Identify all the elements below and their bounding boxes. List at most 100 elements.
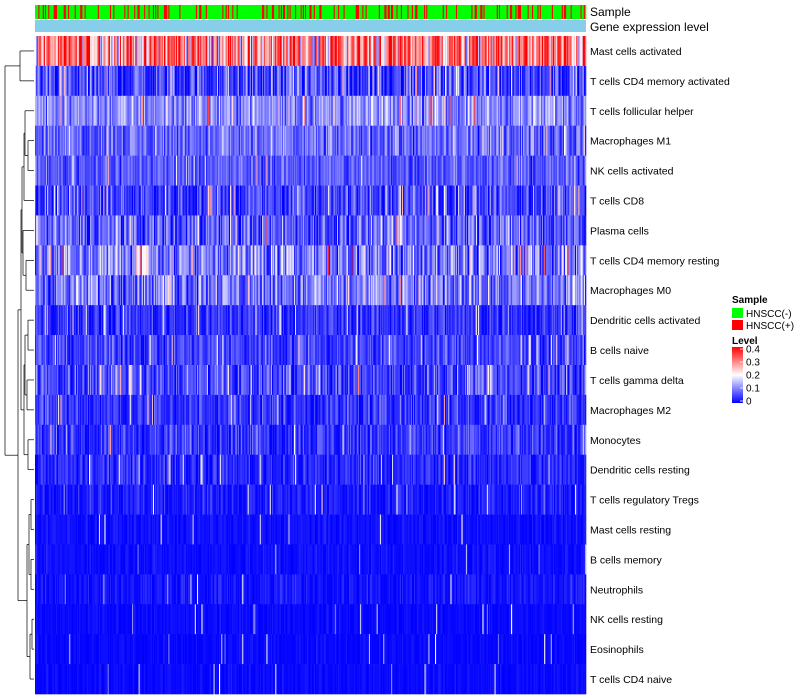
- sample-annotation-cell: [429, 5, 431, 19]
- sample-annotation-cell: [127, 5, 129, 19]
- heatmap-cell: [136, 65, 138, 97]
- sample-annotation-cell: [472, 5, 474, 19]
- sample-annotation-cell: [129, 5, 132, 19]
- heatmap-cell: [157, 36, 159, 67]
- heatmap-cell: [194, 65, 197, 97]
- heatmap-cell: [167, 36, 169, 67]
- sample-annotation-cell: [168, 5, 170, 19]
- sample-annotation-cell: [508, 5, 511, 19]
- heatmap-cell: [299, 36, 301, 67]
- heatmap-cell: [320, 36, 322, 67]
- sample-annotation-cell: [431, 5, 434, 19]
- heatmap-cell: [72, 36, 74, 67]
- heatmap-cell: [41, 65, 44, 97]
- heatmap-cell: [541, 36, 544, 67]
- sample-annotation-cell: [427, 5, 429, 19]
- sample-annotation-cell: [209, 5, 211, 19]
- heatmap-cell: [69, 65, 71, 97]
- heatmap-cell: [493, 36, 495, 67]
- heatmap-cell: [347, 65, 350, 97]
- sample-annotation-cell: [375, 5, 377, 19]
- heatmap-cell: [287, 36, 289, 67]
- sample-annotation-cell: [265, 5, 267, 19]
- sample-annotation-cell: [424, 5, 426, 19]
- sample-annotation-cell: [117, 5, 120, 19]
- heatmap-cell: [253, 65, 255, 97]
- sample-annotation-cell: [390, 5, 393, 19]
- heatmap-cell: [468, 36, 470, 67]
- heatmap-cell: [52, 36, 55, 67]
- heatmap-cell: [450, 36, 452, 67]
- sample-annotation-cell: [312, 5, 315, 19]
- heatmap-cell: [190, 36, 192, 67]
- heatmap-cell: [352, 65, 354, 97]
- sample-annotation-cell: [552, 5, 555, 19]
- heatmap-cell: [191, 65, 193, 97]
- sample-annotation-cell: [308, 5, 310, 19]
- heatmap-cell: [206, 65, 209, 97]
- heatmap-cell: [258, 36, 261, 67]
- sample-annotation-cell: [303, 5, 306, 19]
- heatmap-cell: [522, 36, 524, 67]
- sample-annotation-cell: [440, 5, 442, 19]
- heatmap-cell: [408, 36, 410, 67]
- sample-annotation-cell: [352, 5, 354, 19]
- heatmap-cell: [372, 65, 374, 97]
- sample-annotation-cell: [387, 5, 390, 19]
- heatmap-cell: [177, 36, 179, 67]
- heatmap-cell: [92, 65, 94, 97]
- heatmap-cell: [138, 65, 140, 97]
- sample-annotation-cell: [130, 5, 133, 19]
- heatmap-cell: [349, 36, 351, 67]
- sample-annotation-cell: [319, 5, 321, 19]
- heatmap-cell: [156, 36, 158, 67]
- heatmap-cell: [313, 65, 316, 97]
- heatmap-cell: [433, 65, 436, 97]
- sample-annotation-cell: [482, 5, 484, 19]
- sample-annotation-cell: [426, 5, 428, 19]
- sample-annotation-cell: [419, 5, 421, 19]
- heatmap-cell: [339, 36, 341, 67]
- heatmap-cell: [255, 65, 257, 97]
- heatmap-cell: [441, 65, 444, 97]
- heatmap-cell: [443, 36, 446, 67]
- sample-annotation-cell: [53, 5, 56, 19]
- heatmap-cell: [303, 36, 306, 67]
- heatmap-cell: [150, 36, 153, 67]
- sample-annotation-cell: [57, 5, 59, 19]
- heatmap-cell: [584, 65, 587, 97]
- heatmap-cell: [428, 65, 430, 97]
- heatmap-cell: [325, 65, 328, 97]
- sample-annotation-cell: [470, 5, 472, 19]
- heatmap-cell: [366, 65, 369, 97]
- heatmap-cell: [107, 65, 110, 97]
- heatmap-cell: [92, 36, 94, 67]
- sample-annotation-cell: [496, 5, 499, 19]
- heatmap-cell: [80, 65, 82, 97]
- sample-annotation-cell: [466, 5, 469, 19]
- sample-annotation-cell: [469, 5, 471, 19]
- sample-annotation-cell: [458, 5, 460, 19]
- sample-annotation-cell: [200, 5, 202, 19]
- heatmap-cell: [215, 65, 218, 97]
- heatmap-cell: [176, 36, 178, 67]
- heatmap-cell: [426, 65, 428, 97]
- heatmap-cell: [334, 36, 337, 67]
- heatmap-cell: [438, 65, 440, 97]
- heatmap-cell: [249, 36, 252, 67]
- sample-annotation-cell: [298, 5, 300, 19]
- sample-annotation-cell: [519, 5, 522, 19]
- sample-annotation-cell: [89, 5, 91, 19]
- heatmap-cell: [137, 65, 139, 97]
- sample-annotation-cell: [228, 5, 231, 19]
- sample-annotation-cell: [148, 5, 150, 19]
- sample-annotation-cell: [54, 5, 57, 19]
- heatmap-cell: [530, 36, 533, 67]
- heatmap-cell: [68, 36, 70, 67]
- sample-annotation-cell: [411, 5, 414, 19]
- heatmap-cell: [159, 65, 161, 97]
- heatmap-cell: [172, 65, 175, 97]
- sample-annotation-cell: [436, 5, 438, 19]
- heatmap-cell: [48, 65, 50, 97]
- heatmap-cell: [461, 65, 463, 97]
